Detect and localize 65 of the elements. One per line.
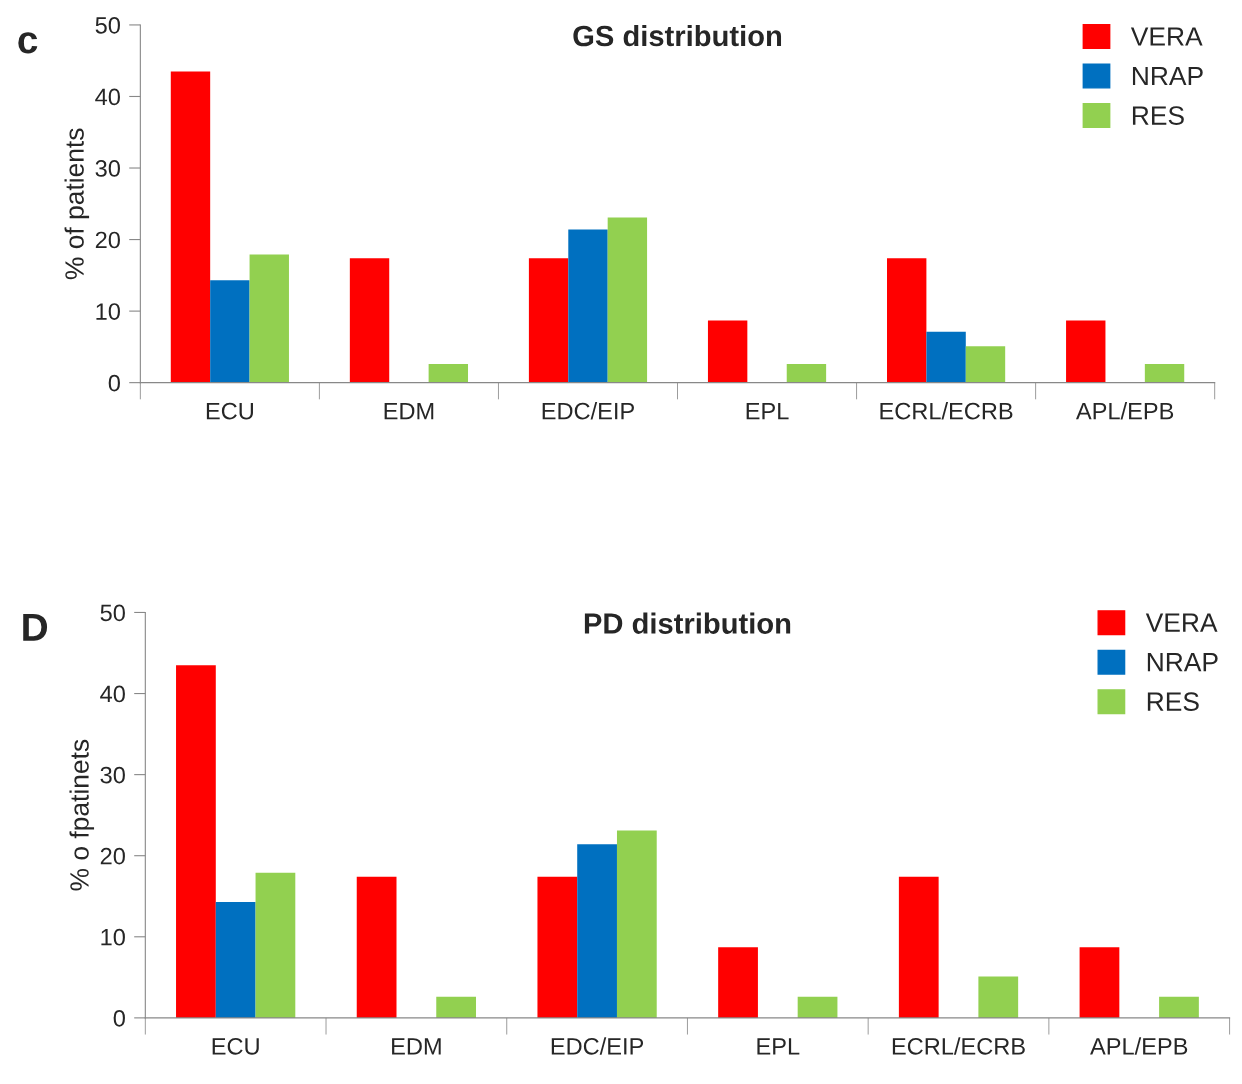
y-tick-label: 50 [95, 17, 120, 34]
x-tick-label: ECU [206, 402, 253, 420]
legend-label: NRAP [1132, 66, 1203, 86]
y-axis-title: % o fpatinets [69, 739, 95, 891]
y-tick-label: 30 [100, 766, 125, 784]
bar [1066, 320, 1106, 383]
bar [786, 364, 827, 383]
bar [616, 830, 657, 1018]
y-tick-label: 0 [113, 1009, 125, 1027]
bar [568, 229, 608, 383]
x-tick-label: ECU [212, 1037, 259, 1055]
chart-title: PD distribution [584, 612, 791, 634]
y-axis-title: % of patients [64, 128, 90, 280]
x-tick-label: EDM [392, 1038, 441, 1055]
y-tick-label: 0 [108, 374, 120, 392]
bar [537, 876, 578, 1018]
bar [577, 844, 617, 1018]
bar [1159, 996, 1199, 1018]
legend-label: RES [1132, 106, 1184, 125]
y-tick-label: 10 [101, 928, 125, 946]
bar [965, 346, 1006, 383]
y-tick-label: 20 [100, 847, 125, 865]
y-tick-label: 20 [95, 231, 120, 249]
x-tick-label: EPL [757, 1038, 800, 1055]
bar [898, 876, 939, 1018]
bar [718, 947, 758, 1018]
bar [528, 258, 569, 383]
y-tick-label: 40 [100, 685, 125, 703]
bar [1079, 947, 1120, 1018]
y-tick-label: 10 [96, 303, 120, 320]
bar [797, 996, 838, 1018]
bar [436, 996, 477, 1018]
x-tick-label: ECRL/ECRB [880, 402, 1013, 420]
text: c [18, 32, 38, 54]
bar [176, 665, 216, 1018]
bar [215, 901, 256, 1018]
bar [926, 331, 966, 383]
bar [356, 876, 397, 1018]
bar [349, 258, 390, 383]
y-tick-label: 30 [95, 160, 120, 177]
bar [210, 280, 250, 383]
x-tick-label: APL/EPB [1075, 402, 1174, 420]
bar [707, 320, 748, 383]
text: D [23, 613, 48, 641]
bar [607, 217, 648, 383]
legend-label: VERA [1145, 613, 1218, 632]
x-tick-label: EDC/EIP [551, 1037, 644, 1055]
y-tick-label: 40 [95, 88, 120, 106]
x-tick-label: EPL [746, 402, 789, 420]
legend-label: VERA [1130, 27, 1203, 46]
bar [255, 872, 296, 1018]
legend-label: RES [1147, 692, 1199, 711]
legend-label: NRAP [1147, 653, 1218, 672]
chart-title: GS distribution [573, 24, 782, 47]
x-tick-label: EDC/EIP [542, 402, 634, 420]
bar [978, 976, 1019, 1018]
x-tick-label: ECRL/ECRB [892, 1037, 1025, 1055]
bar [249, 254, 289, 383]
bar [887, 258, 927, 383]
bar [1144, 364, 1185, 383]
y-tick-label: 50 [100, 604, 125, 622]
x-tick-label: EDM [384, 402, 434, 420]
x-tick-label: APL/EPB [1090, 1037, 1188, 1055]
bar [428, 364, 469, 383]
bar [170, 71, 211, 383]
